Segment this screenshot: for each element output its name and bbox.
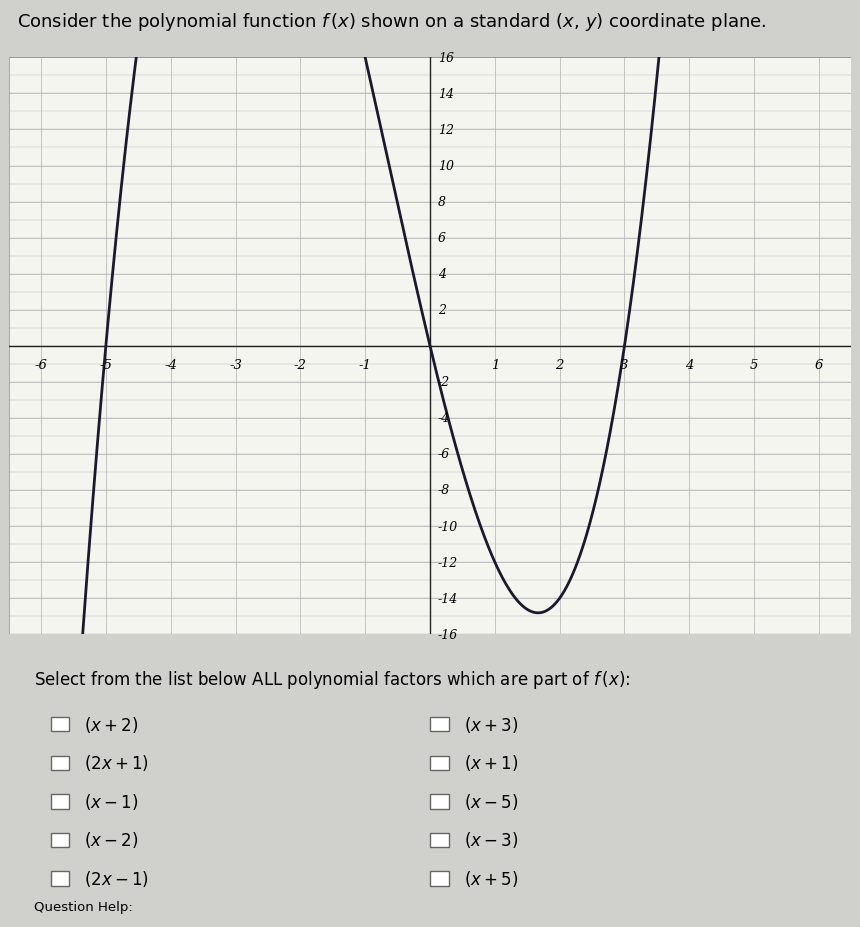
Bar bbox=[430, 717, 449, 731]
Text: 10: 10 bbox=[438, 159, 454, 172]
Text: -16: -16 bbox=[438, 628, 458, 641]
Bar bbox=[51, 871, 70, 885]
Text: 3: 3 bbox=[620, 359, 629, 372]
Bar bbox=[430, 871, 449, 885]
Bar bbox=[51, 756, 70, 770]
Text: -3: -3 bbox=[229, 359, 242, 372]
Text: -6: -6 bbox=[34, 359, 47, 372]
Text: 5: 5 bbox=[750, 359, 759, 372]
Text: $(x - 1)$: $(x - 1)$ bbox=[84, 791, 138, 811]
Text: $(x - 2)$: $(x - 2)$ bbox=[84, 830, 138, 849]
Bar bbox=[51, 794, 70, 808]
Text: 8: 8 bbox=[438, 196, 445, 209]
Text: -4: -4 bbox=[438, 412, 450, 425]
Text: $(2x - 1)$: $(2x - 1)$ bbox=[84, 868, 150, 888]
Bar bbox=[430, 832, 449, 847]
Text: 1: 1 bbox=[491, 359, 499, 372]
Text: -12: -12 bbox=[438, 556, 458, 569]
Bar bbox=[51, 832, 70, 847]
Text: 2: 2 bbox=[438, 304, 445, 317]
Text: 4: 4 bbox=[685, 359, 693, 372]
Bar bbox=[430, 756, 449, 770]
Text: 6: 6 bbox=[438, 232, 445, 245]
Text: $(x + 3)$: $(x + 3)$ bbox=[464, 714, 518, 734]
Text: Select from the list below ALL polynomial factors which are part of $f\,(x)$:: Select from the list below ALL polynomia… bbox=[34, 668, 630, 690]
Text: $(x + 1)$: $(x + 1)$ bbox=[464, 753, 518, 772]
Bar bbox=[51, 717, 70, 731]
Text: -8: -8 bbox=[438, 484, 450, 497]
Text: $(x - 3)$: $(x - 3)$ bbox=[464, 830, 518, 849]
Text: -10: -10 bbox=[438, 520, 458, 533]
Text: -1: -1 bbox=[359, 359, 372, 372]
Text: -2: -2 bbox=[438, 376, 450, 389]
Text: 12: 12 bbox=[438, 124, 454, 137]
Text: 16: 16 bbox=[438, 52, 454, 65]
Text: $(x - 5)$: $(x - 5)$ bbox=[464, 791, 518, 811]
Text: 4: 4 bbox=[438, 268, 445, 281]
Text: Consider the polynomial function $f\,(x)$ shown on a standard $(x,\,y)$ coordina: Consider the polynomial function $f\,(x)… bbox=[17, 11, 766, 33]
Text: Question Help:: Question Help: bbox=[34, 899, 132, 912]
Text: -4: -4 bbox=[164, 359, 177, 372]
Text: 6: 6 bbox=[814, 359, 823, 372]
Text: -2: -2 bbox=[294, 359, 307, 372]
Bar bbox=[430, 794, 449, 808]
Text: 2: 2 bbox=[556, 359, 564, 372]
Text: $(x + 2)$: $(x + 2)$ bbox=[84, 714, 138, 734]
Text: 14: 14 bbox=[438, 88, 454, 101]
Text: -6: -6 bbox=[438, 448, 450, 461]
Text: -14: -14 bbox=[438, 592, 458, 605]
Text: -5: -5 bbox=[100, 359, 113, 372]
Text: $(2x + 1)$: $(2x + 1)$ bbox=[84, 753, 150, 772]
Text: $(x + 5)$: $(x + 5)$ bbox=[464, 868, 518, 888]
